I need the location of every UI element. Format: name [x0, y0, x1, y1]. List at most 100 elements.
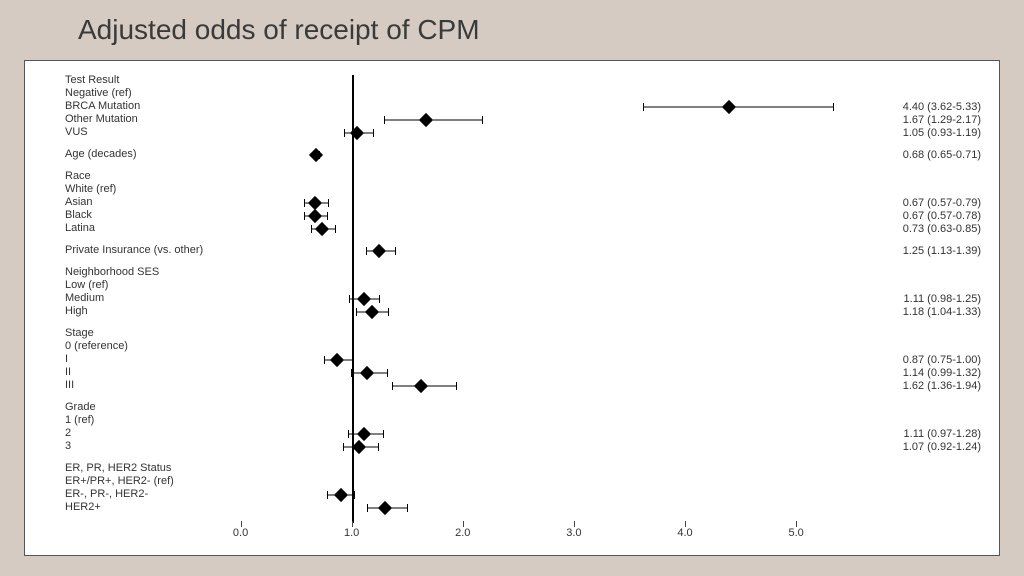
- point-estimate: [357, 292, 371, 306]
- row-label: Medium: [65, 293, 104, 304]
- ci-cap-high: [354, 491, 355, 499]
- row-value: 1.11 (0.98-1.25): [904, 293, 981, 305]
- row-value: 1.67 (1.29-2.17): [903, 114, 981, 126]
- ci-cap-high: [328, 199, 329, 207]
- row-value: 0.67 (0.57-0.79): [903, 197, 981, 209]
- x-tick-label: 0.0: [233, 527, 248, 539]
- row-label: VUS: [65, 127, 88, 138]
- ci-cap-low: [344, 129, 345, 137]
- row-label: Test Result: [65, 75, 119, 86]
- ci-cap-high: [373, 129, 374, 137]
- ci-cap-low: [324, 356, 325, 364]
- x-axis: 0.0 1.0 2.0 3.0 4.0 5.0: [185, 521, 885, 541]
- ci-cap-low: [643, 103, 644, 111]
- ci-cap-high: [388, 308, 389, 316]
- row-value: 0.67 (0.57-0.78): [903, 210, 981, 222]
- ci-cap-low: [392, 382, 393, 390]
- ci-cap-high: [482, 116, 483, 124]
- ci-cap-high: [833, 103, 834, 111]
- row-label: Stage: [65, 328, 94, 339]
- row-value: 0.68 (0.65-0.71): [903, 149, 981, 161]
- ci-cap-high: [379, 295, 380, 303]
- ci-cap-high: [395, 247, 396, 255]
- ci-cap-high: [335, 225, 336, 233]
- ci-cap-high: [407, 504, 408, 512]
- row-label: Negative (ref): [65, 88, 132, 99]
- row-value: 1.05 (0.93-1.19): [903, 127, 981, 139]
- row-value: 1.25 (1.13-1.39): [903, 245, 981, 257]
- row-label: ER, PR, HER2 Status: [65, 463, 171, 474]
- x-tick-label: 3.0: [566, 527, 581, 539]
- row-label: ER+/PR+, HER2- (ref): [65, 476, 174, 487]
- row-label: High: [65, 306, 88, 317]
- row-value: 4.40 (3.62-5.33): [903, 101, 981, 113]
- page-title: Adjusted odds of receipt of CPM: [78, 14, 480, 46]
- plot-area: [185, 75, 885, 523]
- point-estimate: [419, 113, 433, 127]
- x-tick-label: 1.0: [344, 527, 359, 539]
- row-label: 2: [65, 428, 71, 439]
- ci-cap-high: [327, 212, 328, 220]
- point-estimate: [309, 148, 323, 162]
- row-value: 1.18 (1.04-1.33): [903, 306, 981, 318]
- row-label: 1 (ref): [65, 415, 94, 426]
- point-estimate: [722, 100, 736, 114]
- ci-line: [643, 107, 833, 108]
- ci-cap-low: [349, 295, 350, 303]
- point-estimate: [413, 379, 427, 393]
- row-label: I: [65, 354, 68, 365]
- row-label: Latina: [65, 223, 95, 234]
- ci-cap-low: [304, 212, 305, 220]
- row-label: Asian: [65, 197, 93, 208]
- ci-cap-low: [304, 199, 305, 207]
- row-label: ER-, PR-, HER2-: [65, 489, 148, 500]
- ci-cap-low: [367, 504, 368, 512]
- ci-cap-low: [366, 247, 367, 255]
- row-value: 0.73 (0.63-0.85): [903, 223, 981, 235]
- point-estimate: [365, 305, 379, 319]
- ci-cap-low: [327, 491, 328, 499]
- point-estimate: [333, 488, 347, 502]
- row-value: 1.14 (0.99-1.32): [903, 367, 981, 379]
- ci-cap-low: [351, 369, 352, 377]
- x-tick-label: 5.0: [788, 527, 803, 539]
- ci-cap-high: [383, 430, 384, 438]
- row-label: Black: [65, 210, 92, 221]
- row-label: Neighborhood SES: [65, 267, 159, 278]
- row-label: 0 (reference): [65, 341, 128, 352]
- row-label: BRCA Mutation: [65, 101, 140, 112]
- row-value: 1.11 (0.97-1.28): [904, 428, 981, 440]
- row-label: Private Insurance (vs. other): [65, 245, 203, 256]
- point-estimate: [330, 353, 344, 367]
- ci-cap-low: [384, 116, 385, 124]
- point-estimate: [352, 440, 366, 454]
- ci-cap-low: [348, 430, 349, 438]
- point-estimate: [378, 501, 392, 515]
- ci-cap-low: [356, 308, 357, 316]
- forest-plot-frame: Test Result Negative (ref) BRCA Mutation Ot…: [24, 60, 1000, 556]
- row-label: Low (ref): [65, 280, 108, 291]
- row-value: 0.87 (0.75-1.00): [903, 354, 981, 366]
- row-label: Age (decades): [65, 149, 137, 160]
- ci-cap-high: [456, 382, 457, 390]
- ci-cap-low: [343, 443, 344, 451]
- row-label: Grade: [65, 402, 96, 413]
- ci-cap-high: [352, 356, 353, 364]
- row-label: Race: [65, 171, 91, 182]
- point-estimate: [372, 244, 386, 258]
- ci-cap-high: [387, 369, 388, 377]
- row-label: 3: [65, 441, 71, 452]
- row-label: III: [65, 380, 74, 391]
- x-tick-label: 4.0: [677, 527, 692, 539]
- row-value: 1.07 (0.92-1.24): [903, 441, 981, 453]
- row-label: White (ref): [65, 184, 116, 195]
- row-label: II: [65, 367, 71, 378]
- ci-cap-low: [311, 225, 312, 233]
- row-label: Other Mutation: [65, 114, 138, 125]
- row-label: HER2+: [65, 502, 101, 513]
- x-tick-label: 2.0: [455, 527, 470, 539]
- point-estimate: [315, 222, 329, 236]
- point-estimate: [360, 366, 374, 380]
- ci-cap-high: [378, 443, 379, 451]
- row-value: 1.62 (1.36-1.94): [903, 380, 981, 392]
